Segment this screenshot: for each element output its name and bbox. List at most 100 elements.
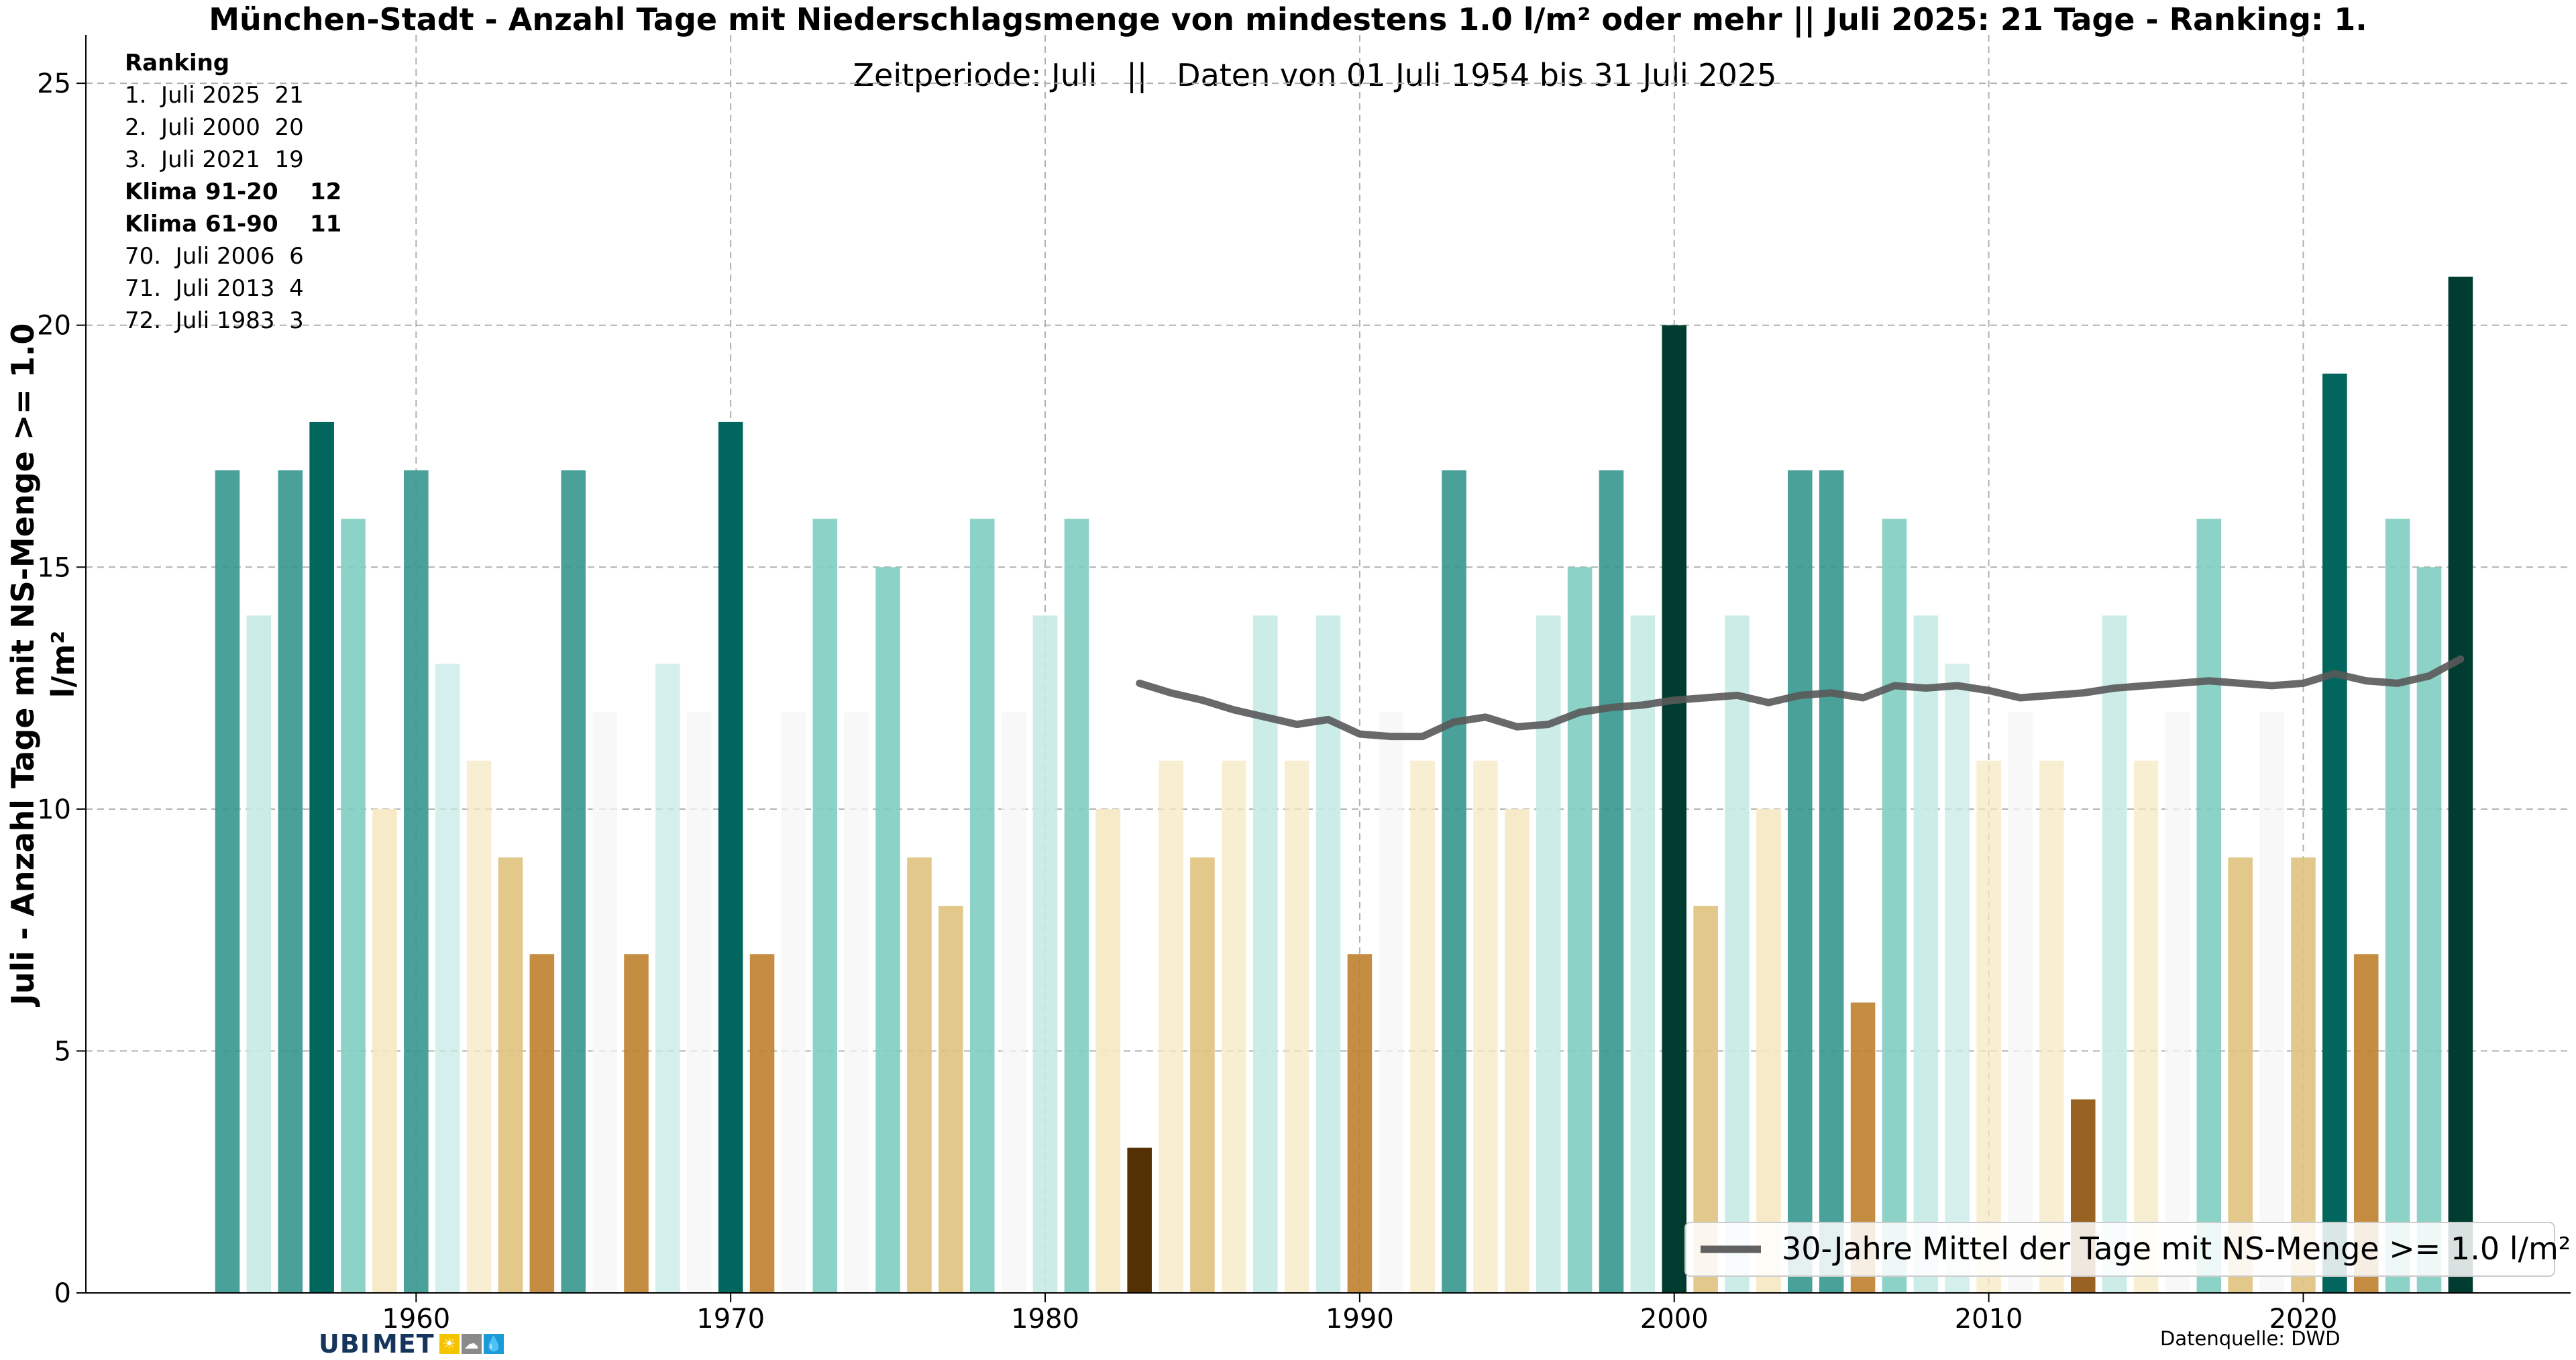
ranking-title: Ranking: [125, 50, 230, 76]
bar-1996: [1536, 615, 1561, 1293]
bar-1990: [1347, 954, 1373, 1293]
bar-1980: [1032, 615, 1058, 1293]
bar-2002: [1725, 615, 1750, 1293]
bar-1982: [1095, 808, 1121, 1293]
bar-1964: [529, 954, 555, 1293]
bar-1998: [1599, 470, 1624, 1293]
bar-2023: [2385, 519, 2410, 1294]
bar-2018: [2228, 857, 2253, 1293]
ubimet-logo: UBI MET ☀ ☁ 💧: [319, 1329, 504, 1359]
x-tick-label: 1980: [1011, 1304, 1079, 1335]
bar-1993: [1442, 470, 1466, 1293]
bar-1954: [215, 470, 240, 1293]
bar-1978: [969, 519, 995, 1294]
bar-2007: [1882, 519, 1907, 1294]
bar-1994: [1473, 760, 1498, 1293]
bar-1971: [749, 954, 775, 1293]
ranking-entry: 2. Juli 2000 20: [125, 114, 304, 141]
y-tick-label: 25: [37, 68, 71, 99]
bar-2012: [2039, 760, 2064, 1293]
bar-2024: [2416, 567, 2442, 1293]
bar-2009: [1945, 664, 1970, 1293]
sun-icon: ☀: [439, 1334, 460, 1354]
y-tick-label: 5: [54, 1036, 71, 1067]
bar-1984: [1159, 760, 1183, 1293]
bar-1995: [1505, 808, 1529, 1293]
ranking-entry: 1. Juli 2025 21: [125, 82, 304, 109]
bar-2020: [2291, 857, 2316, 1293]
logo-text-met: MET: [372, 1329, 435, 1359]
bar-1958: [341, 519, 366, 1294]
bar-1992: [1410, 760, 1435, 1293]
legend-box: [1684, 1222, 2555, 1277]
bar-2014: [2102, 615, 2127, 1293]
legend-label: 30-Jahre Mittel der Tage mit NS-Menge >=…: [1782, 1231, 2571, 1267]
bar-1963: [498, 857, 523, 1293]
bar-1976: [907, 857, 932, 1293]
chart-title: München-Stadt - Anzahl Tage mit Niedersc…: [209, 1, 2367, 38]
bar-2010: [1976, 760, 2001, 1293]
bar-1979: [1001, 712, 1026, 1293]
bar-1962: [466, 760, 492, 1293]
legend: 30-Jahre Mittel der Tage mit NS-Menge >=…: [1684, 1222, 2571, 1277]
bar-2016: [2165, 712, 2190, 1293]
bar-1989: [1316, 615, 1341, 1293]
ranking-entry: 72. Juli 1983 3: [125, 307, 304, 334]
y-tick-label: 15: [37, 552, 71, 583]
x-tick-label: 1990: [1326, 1304, 1394, 1335]
bar-1960: [404, 470, 429, 1293]
logo-text-ubi: UBI: [319, 1329, 370, 1359]
bar-1961: [435, 664, 460, 1293]
bar-1957: [309, 421, 334, 1293]
bar-1965: [561, 470, 586, 1293]
bar-1983: [1127, 1147, 1152, 1293]
x-tick-label: 2010: [1955, 1304, 2023, 1335]
bar-1981: [1064, 519, 1089, 1294]
bar-1985: [1190, 857, 1215, 1293]
ranking-klima-91-20: Klima 91-20 12: [125, 178, 342, 205]
bar-1966: [592, 712, 617, 1293]
bar-1986: [1222, 760, 1246, 1293]
y-tick-label: 20: [37, 311, 71, 342]
bar-2004: [1788, 470, 1813, 1293]
data-source: Datenquelle: DWD: [2160, 1327, 2341, 1350]
ranking-entry: 3. Juli 2021 19: [125, 146, 304, 173]
bar-2000: [1662, 325, 1687, 1293]
bar-1959: [372, 808, 397, 1293]
x-tick-label: 2000: [1640, 1304, 1709, 1335]
bar-layer: [215, 276, 2473, 1294]
bar-2011: [2008, 712, 2033, 1293]
bar-1955: [246, 615, 272, 1293]
drop-icon: 💧: [483, 1334, 504, 1354]
x-tick-label: 2020: [2269, 1304, 2338, 1335]
bar-1956: [278, 470, 303, 1293]
x-tick-label: 1970: [696, 1304, 765, 1335]
bar-1997: [1567, 567, 1593, 1293]
y-tick-label: 10: [37, 794, 71, 825]
bar-2015: [2133, 760, 2159, 1293]
mean-line-series: [1136, 655, 2465, 741]
bar-2025: [2448, 276, 2473, 1294]
bar-1999: [1630, 615, 1656, 1293]
cloud-icon: ☁: [461, 1334, 482, 1354]
ranking-entry: 70. Juli 2006 6: [125, 243, 304, 270]
bar-1972: [781, 712, 806, 1293]
bar-1968: [655, 664, 680, 1293]
ranking-klima-61-90: Klima 61-90 11: [125, 211, 342, 238]
bar-1977: [938, 906, 963, 1293]
bar-2005: [1819, 470, 1844, 1293]
y-tick-label: 0: [54, 1278, 71, 1309]
bar-1970: [718, 421, 743, 1293]
bar-2003: [1756, 808, 1781, 1293]
axis-layer: 0 5 10 15 20 25 1960 1970 1980 1990 2000 2010 2020: [37, 35, 2571, 1335]
bar-1987: [1252, 615, 1278, 1293]
ranking-entry: 71. Juli 2013 4: [125, 275, 304, 302]
bar-1973: [812, 519, 838, 1294]
bar-1969: [686, 712, 712, 1293]
bar-1975: [875, 567, 900, 1293]
bar-1988: [1284, 760, 1309, 1293]
bar-2008: [1913, 615, 1939, 1293]
bar-1974: [844, 712, 869, 1293]
